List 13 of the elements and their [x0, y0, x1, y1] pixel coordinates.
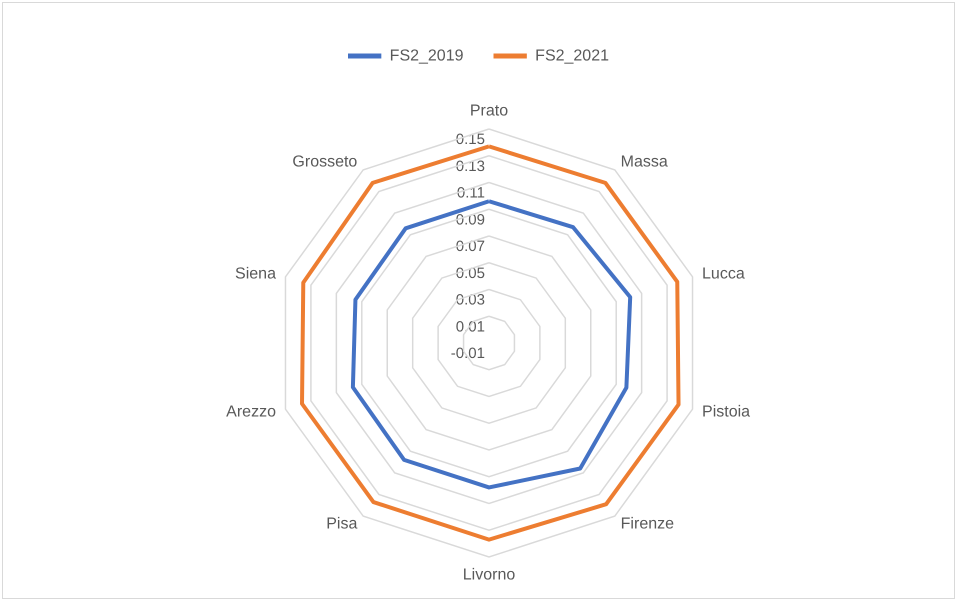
spoke-label: Pistoia [702, 404, 750, 421]
spoke-label: Arezzo [226, 404, 276, 421]
spoke-label: Firenze [620, 516, 674, 533]
spoke-label: Prato [470, 102, 508, 120]
y-tick-label: -0.01 [450, 345, 485, 362]
spoke-label: Siena [235, 265, 276, 282]
spoke-label: Massa [620, 153, 668, 170]
spoke-label: Lucca [702, 265, 745, 282]
spoke-label: Pisa [326, 516, 358, 533]
spoke-label: Grosseto [292, 153, 358, 170]
legend-label: FS2_2019 [390, 48, 464, 64]
spoke-label: Livorno [462, 566, 516, 584]
legend-label: FS2_2021 [535, 48, 610, 64]
